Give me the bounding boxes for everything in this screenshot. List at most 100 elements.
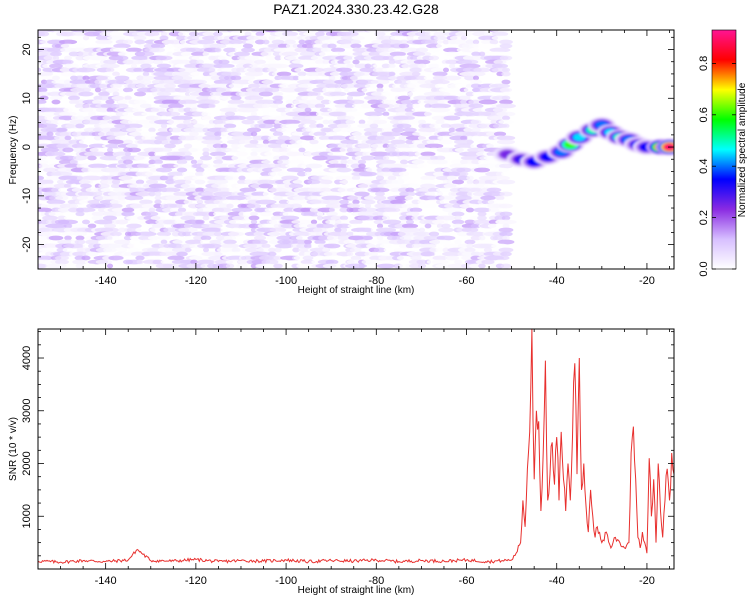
- heatmap-noise-cell: [438, 195, 454, 201]
- heatmap-noise-cell: [327, 155, 349, 161]
- heatmap-noise-cell: [443, 243, 461, 249]
- heatmap-noise-cell: [404, 107, 416, 113]
- heatmap-noise-cell: [174, 55, 190, 61]
- heatmap-noise-cell: [306, 99, 322, 105]
- heatmap-noise-cell: [448, 127, 456, 133]
- heatmap-noise-cell: [357, 159, 367, 165]
- heatmap-noise-cell: [163, 227, 177, 233]
- heatmap-noise-cell: [375, 191, 385, 197]
- heatmap-noise-cell: [108, 243, 124, 249]
- heatmap-noise-cell: [155, 147, 173, 153]
- heatmap-noise-cell: [420, 175, 436, 181]
- heatmap-noise-cell: [382, 111, 390, 117]
- heatmap-noise-cell: [452, 223, 464, 229]
- heatmap-noise-cell: [337, 187, 351, 193]
- heatmap-noise-cell: [486, 143, 502, 149]
- heatmap-noise-cell: [477, 211, 487, 217]
- heatmap-noise-cell: [49, 63, 63, 69]
- heatmap-noise-cell: [495, 195, 505, 201]
- x-tick-label: -120: [185, 575, 207, 587]
- heatmap-noise-cell: [160, 123, 168, 129]
- heatmap-noise-cell: [360, 199, 376, 205]
- heatmap-noise-cell: [204, 99, 220, 105]
- heatmap-noise-cell: [208, 103, 216, 109]
- heatmap-noise-cell: [499, 191, 513, 197]
- heatmap-noise-cell: [304, 115, 324, 121]
- heatmap-noise-cell: [43, 167, 57, 173]
- heatmap-noise-cell: [48, 211, 64, 217]
- heatmap-noise-cell: [415, 47, 429, 53]
- heatmap-noise-cell: [488, 207, 500, 213]
- heatmap-noise-cell: [481, 259, 495, 265]
- heatmap-noise-cell: [292, 75, 300, 81]
- heatmap-noise-cell: [334, 179, 342, 185]
- heatmap-noise-cell: [413, 95, 431, 101]
- heatmap-noise-cell: [490, 263, 498, 269]
- heatmap-noise-cell: [472, 39, 480, 45]
- heatmap-noise-cell: [64, 55, 72, 61]
- heatmap-noise-cell: [273, 195, 283, 201]
- heatmap-noise-cell: [376, 223, 384, 229]
- heatmap-noise-cell: [46, 179, 54, 185]
- heatmap-noise-cell: [326, 211, 338, 217]
- heatmap-noise-cell: [260, 135, 272, 141]
- heatmap-noise-cell: [434, 83, 446, 89]
- heatmap-noise-cell: [171, 75, 193, 81]
- heatmap-noise-cell: [168, 127, 184, 133]
- heatmap-noise-cell: [286, 199, 306, 205]
- heatmap-noise-cell: [285, 99, 295, 105]
- heatmap-noise-cell: [383, 207, 401, 213]
- heatmap-noise-cell: [498, 119, 514, 125]
- heatmap-noise-cell: [340, 127, 348, 133]
- heatmap-noise-cell: [213, 199, 223, 205]
- heatmap-noise-cell: [307, 91, 321, 97]
- heatmap-noise-cell: [361, 87, 375, 93]
- heatmap-noise-cell: [441, 223, 451, 229]
- heatmap-noise-cell: [470, 119, 482, 125]
- heatmap-noise-cell: [339, 215, 349, 221]
- heatmap-noise-cell: [451, 219, 465, 225]
- heatmap-noise-cell: [501, 71, 511, 77]
- heatmap-noise-cell: [438, 227, 454, 233]
- heatmap-noise-cell: [315, 31, 325, 37]
- heatmap-noise-cell: [39, 159, 61, 165]
- heatmap-noise-cell: [318, 135, 334, 141]
- heatmap-noise-cell: [358, 263, 366, 269]
- heatmap-noise-cell: [329, 91, 347, 97]
- heatmap-noise-cell: [184, 247, 192, 253]
- heatmap-noise-cell: [38, 175, 45, 181]
- heatmap-noise-cell: [428, 47, 440, 53]
- x-tick-label: -140: [95, 575, 117, 587]
- heatmap-noise-cell: [252, 239, 268, 245]
- heatmap-noise-cell: [466, 191, 474, 197]
- heatmap-noise-cell: [316, 211, 324, 217]
- heatmap-noise-cell: [55, 195, 69, 201]
- heatmap-noise-cell: [442, 39, 450, 45]
- heatmap-noise-cell: [246, 155, 262, 161]
- heatmap-noise-cell: [258, 175, 274, 181]
- heatmap-noise-cell: [214, 251, 222, 257]
- heatmap-noise-cell: [88, 151, 108, 157]
- heatmap-noise-cell: [288, 63, 304, 69]
- heatmap-noise-cell: [228, 251, 244, 257]
- heatmap-noise-cell: [75, 263, 85, 269]
- heatmap-noise-cell: [135, 231, 157, 237]
- heatmap-noise-cell: [85, 239, 99, 245]
- heatmap-noise-cell: [322, 119, 330, 125]
- heatmap-noise-cell: [193, 135, 207, 141]
- heatmap-noise-cell: [134, 91, 146, 97]
- heatmap-noise-cell: [369, 123, 379, 129]
- heatmap-noise-cell: [299, 59, 317, 65]
- heatmap-noise-cell: [264, 151, 280, 157]
- heatmap-noise-cell: [161, 163, 179, 169]
- heatmap-noise-cell: [413, 231, 431, 237]
- heatmap-noise-cell: [328, 135, 348, 141]
- heatmap-noise-cell: [63, 107, 73, 113]
- heatmap-noise-cell: [316, 123, 324, 129]
- heatmap-noise-cell: [44, 103, 56, 109]
- heatmap-noise-cell: [207, 179, 229, 185]
- heatmap-noise-cell: [345, 127, 367, 133]
- heatmap-noise-cell: [267, 67, 277, 73]
- bottom-x-axis-label: Height of straight line (km): [298, 585, 415, 596]
- heatmap-noise-cell: [244, 91, 264, 97]
